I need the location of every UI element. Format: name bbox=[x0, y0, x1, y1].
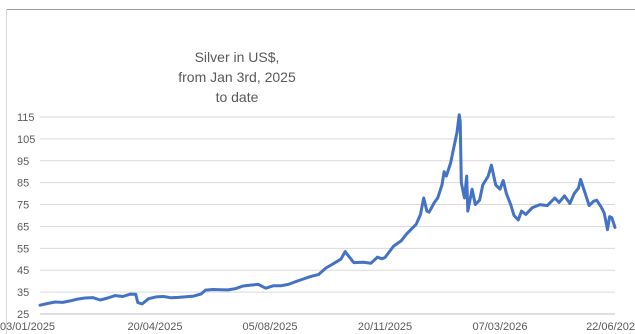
y-tick-label: 25 bbox=[17, 309, 29, 321]
y-tick-label: 35 bbox=[17, 287, 29, 299]
chart-title-line-2: from Jan 3rd, 2025 bbox=[178, 69, 296, 85]
chart-title: Silver in US$, from Jan 3rd, 2025 to dat… bbox=[178, 49, 296, 105]
y-tick-label: 85 bbox=[17, 178, 29, 190]
top-border bbox=[6, 9, 635, 10]
y-tick-label: 115 bbox=[17, 112, 35, 124]
left-border bbox=[6, 9, 7, 334]
x-tick-label: 05/08/2025 bbox=[242, 321, 297, 333]
y-tick-label: 45 bbox=[17, 265, 29, 277]
y-tick-label: 75 bbox=[17, 200, 29, 212]
x-tick-label: 03/01/2025 bbox=[0, 321, 55, 333]
x-tick-label: 20/04/2025 bbox=[127, 321, 182, 333]
x-axis-tick-labels: 03/01/2025 20/04/2025 05/08/2025 20/11/2025… bbox=[0, 321, 635, 333]
x-tick-label: 22/06/202 bbox=[586, 321, 635, 333]
chart-title-line-1: Silver in US$, bbox=[195, 49, 280, 65]
x-tick-label: 20/11/2025 bbox=[358, 321, 412, 333]
y-tick-label: 65 bbox=[17, 221, 29, 233]
series-line-silver-price bbox=[38, 113, 617, 307]
y-axis-tick-labels: 25 35 45 55 65 75 85 95 105 115 bbox=[17, 112, 35, 321]
y-tick-label: 55 bbox=[17, 243, 29, 255]
y-tick-label: 95 bbox=[17, 156, 29, 168]
y-tick-label: 105 bbox=[17, 134, 35, 146]
series-group bbox=[38, 113, 617, 307]
gridlines bbox=[40, 116, 615, 315]
chart-title-line-3: to date bbox=[216, 89, 259, 105]
x-tick-label: 07/03/2026 bbox=[472, 321, 527, 333]
